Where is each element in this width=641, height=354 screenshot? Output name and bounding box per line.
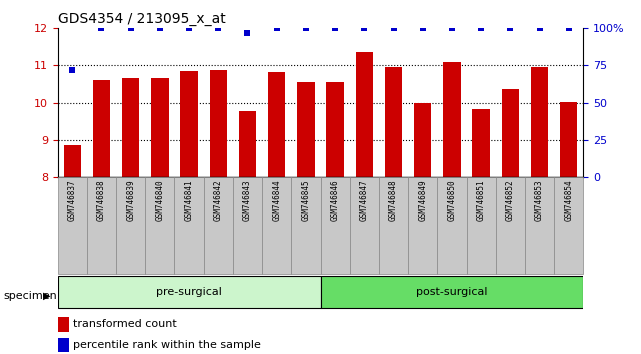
Bar (495, 177, 525, 274)
Bar (560, 102, 578, 177)
Bar (525, 177, 554, 274)
Text: GSM746839: GSM746839 (126, 179, 135, 221)
Bar (146, 177, 174, 274)
Point (126, 25, 136, 31)
Text: GSM746848: GSM746848 (389, 179, 398, 221)
Point (213, 25, 224, 31)
Text: post-surgical: post-surgical (416, 287, 488, 297)
Bar (467, 177, 495, 274)
Point (272, 25, 282, 31)
Text: percentile rank within the sample: percentile rank within the sample (74, 339, 262, 350)
Point (476, 25, 487, 31)
Bar (238, 111, 256, 177)
Bar (320, 177, 350, 274)
Text: transformed count: transformed count (74, 319, 177, 329)
Text: pre-surgical: pre-surgical (156, 287, 222, 297)
Bar (58, 338, 69, 352)
Bar (350, 177, 379, 274)
Text: GSM746837: GSM746837 (68, 179, 77, 221)
Text: GSM746843: GSM746843 (243, 179, 252, 221)
Bar (437, 177, 467, 274)
Bar (58, 317, 69, 332)
Text: GSM746849: GSM746849 (418, 179, 427, 221)
Bar (501, 89, 519, 177)
Bar (472, 109, 490, 177)
Text: GSM746841: GSM746841 (185, 179, 194, 221)
Text: GSM746853: GSM746853 (535, 179, 544, 221)
Point (301, 25, 311, 31)
Point (242, 30, 253, 36)
Text: GSM746851: GSM746851 (477, 179, 486, 221)
Bar (58, 177, 87, 274)
Bar (204, 177, 233, 274)
Text: GSM746844: GSM746844 (272, 179, 281, 221)
Point (563, 25, 574, 31)
Text: GSM746854: GSM746854 (564, 179, 573, 221)
Bar (531, 67, 548, 177)
Bar (122, 79, 140, 177)
Bar (356, 52, 373, 177)
Point (67, 67, 78, 73)
Bar (63, 145, 81, 177)
Bar (233, 177, 262, 274)
Point (96, 25, 106, 31)
Bar (151, 78, 169, 177)
Bar (326, 82, 344, 177)
Text: GSM746845: GSM746845 (301, 179, 310, 221)
Bar (385, 67, 403, 177)
Bar (116, 177, 146, 274)
Text: GSM746838: GSM746838 (97, 179, 106, 221)
Bar (87, 177, 116, 274)
Point (505, 25, 515, 31)
Bar (262, 177, 291, 274)
Text: GSM746846: GSM746846 (331, 179, 340, 221)
Bar (180, 71, 198, 177)
Text: GDS4354 / 213095_x_at: GDS4354 / 213095_x_at (58, 12, 226, 26)
Bar (414, 103, 431, 177)
Text: GSM746842: GSM746842 (214, 179, 223, 221)
Bar (291, 177, 320, 274)
Point (535, 25, 545, 31)
Bar (379, 177, 408, 274)
Point (330, 25, 340, 31)
Point (417, 25, 428, 31)
Point (388, 25, 399, 31)
Point (184, 25, 194, 31)
Point (359, 25, 369, 31)
Bar (268, 72, 285, 177)
Text: GSM746852: GSM746852 (506, 179, 515, 221)
Text: GSM746840: GSM746840 (155, 179, 164, 221)
Text: GSM746850: GSM746850 (447, 179, 456, 221)
FancyBboxPatch shape (320, 276, 583, 308)
Text: ▶: ▶ (43, 291, 51, 301)
Bar (443, 62, 461, 177)
Point (154, 25, 165, 31)
Bar (408, 177, 437, 274)
FancyBboxPatch shape (58, 276, 320, 308)
Bar (174, 177, 204, 274)
Bar (210, 70, 227, 177)
Bar (554, 177, 583, 274)
Text: specimen: specimen (3, 291, 57, 301)
Text: GSM746847: GSM746847 (360, 179, 369, 221)
Point (447, 25, 457, 31)
Bar (93, 80, 110, 177)
Bar (297, 82, 315, 177)
